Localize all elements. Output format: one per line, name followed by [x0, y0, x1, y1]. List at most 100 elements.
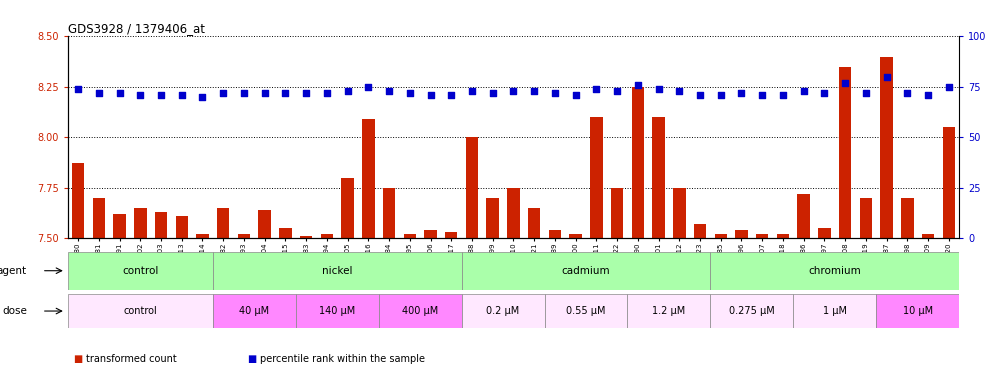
- Point: [422, 92, 438, 98]
- Point: [173, 92, 189, 98]
- Point: [340, 88, 356, 94]
- Point: [629, 82, 645, 88]
- Text: GDS3928 / 1379406_at: GDS3928 / 1379406_at: [68, 22, 205, 35]
- Bar: [611, 188, 623, 238]
- Bar: [461, 252, 710, 290]
- Bar: [466, 137, 478, 238]
- Bar: [403, 234, 416, 238]
- Point: [754, 92, 770, 98]
- Point: [526, 88, 542, 94]
- Bar: [545, 294, 627, 328]
- Bar: [321, 234, 333, 238]
- Point: [650, 86, 666, 92]
- Point: [381, 88, 397, 94]
- Point: [506, 88, 522, 94]
- Bar: [461, 294, 545, 328]
- Bar: [798, 194, 810, 238]
- Bar: [793, 294, 876, 328]
- Bar: [880, 56, 892, 238]
- Text: chromium: chromium: [809, 266, 862, 276]
- Point: [713, 92, 729, 98]
- Bar: [258, 210, 271, 238]
- Point: [589, 86, 605, 92]
- Bar: [627, 294, 710, 328]
- Bar: [570, 234, 582, 238]
- Point: [70, 86, 86, 92]
- Bar: [710, 252, 959, 290]
- Text: 400 μM: 400 μM: [402, 306, 438, 316]
- Point: [443, 92, 459, 98]
- Bar: [942, 127, 955, 238]
- Point: [153, 92, 169, 98]
- Point: [319, 90, 335, 96]
- Bar: [382, 188, 395, 238]
- Point: [91, 90, 107, 96]
- Bar: [424, 230, 436, 238]
- Bar: [68, 252, 213, 290]
- Point: [215, 90, 231, 96]
- Point: [838, 80, 854, 86]
- Bar: [631, 87, 644, 238]
- Bar: [296, 294, 378, 328]
- Bar: [507, 188, 520, 238]
- Bar: [279, 228, 292, 238]
- Bar: [154, 212, 167, 238]
- Bar: [673, 188, 685, 238]
- Bar: [217, 208, 229, 238]
- Point: [401, 90, 417, 96]
- Point: [132, 92, 148, 98]
- Text: 1 μM: 1 μM: [823, 306, 847, 316]
- Text: 40 μM: 40 μM: [239, 306, 269, 316]
- Bar: [68, 294, 213, 328]
- Point: [610, 88, 625, 94]
- Text: percentile rank within the sample: percentile rank within the sample: [260, 354, 425, 364]
- Bar: [72, 164, 85, 238]
- Point: [775, 92, 791, 98]
- Text: dose: dose: [2, 306, 27, 316]
- Bar: [196, 234, 209, 238]
- Bar: [175, 216, 188, 238]
- Bar: [486, 198, 499, 238]
- Text: agent: agent: [0, 266, 27, 276]
- Bar: [714, 234, 727, 238]
- Point: [733, 90, 749, 96]
- Bar: [735, 230, 748, 238]
- Text: 1.2 μM: 1.2 μM: [652, 306, 685, 316]
- Bar: [342, 177, 354, 238]
- Bar: [114, 214, 125, 238]
- Point: [464, 88, 480, 94]
- Bar: [777, 234, 789, 238]
- Text: transformed count: transformed count: [86, 354, 176, 364]
- Point: [194, 94, 210, 100]
- Text: ■: ■: [247, 354, 256, 364]
- Point: [257, 90, 273, 96]
- Point: [878, 74, 894, 80]
- Bar: [213, 294, 296, 328]
- Bar: [710, 294, 793, 328]
- Bar: [213, 252, 461, 290]
- Bar: [839, 67, 852, 238]
- Bar: [238, 234, 250, 238]
- Text: ■: ■: [73, 354, 82, 364]
- Text: cadmium: cadmium: [562, 266, 611, 276]
- Bar: [694, 224, 706, 238]
- Point: [899, 90, 915, 96]
- Point: [941, 84, 957, 90]
- Point: [547, 90, 563, 96]
- Bar: [756, 234, 769, 238]
- Point: [692, 92, 708, 98]
- Point: [236, 90, 252, 96]
- Bar: [93, 198, 105, 238]
- Point: [361, 84, 376, 90]
- Bar: [363, 119, 374, 238]
- Bar: [591, 117, 603, 238]
- Text: control: control: [123, 266, 158, 276]
- Point: [817, 90, 833, 96]
- Bar: [901, 198, 913, 238]
- Point: [671, 88, 687, 94]
- Point: [112, 90, 127, 96]
- Text: 0.55 μM: 0.55 μM: [567, 306, 606, 316]
- Point: [298, 90, 314, 96]
- Point: [278, 90, 294, 96]
- Bar: [860, 198, 872, 238]
